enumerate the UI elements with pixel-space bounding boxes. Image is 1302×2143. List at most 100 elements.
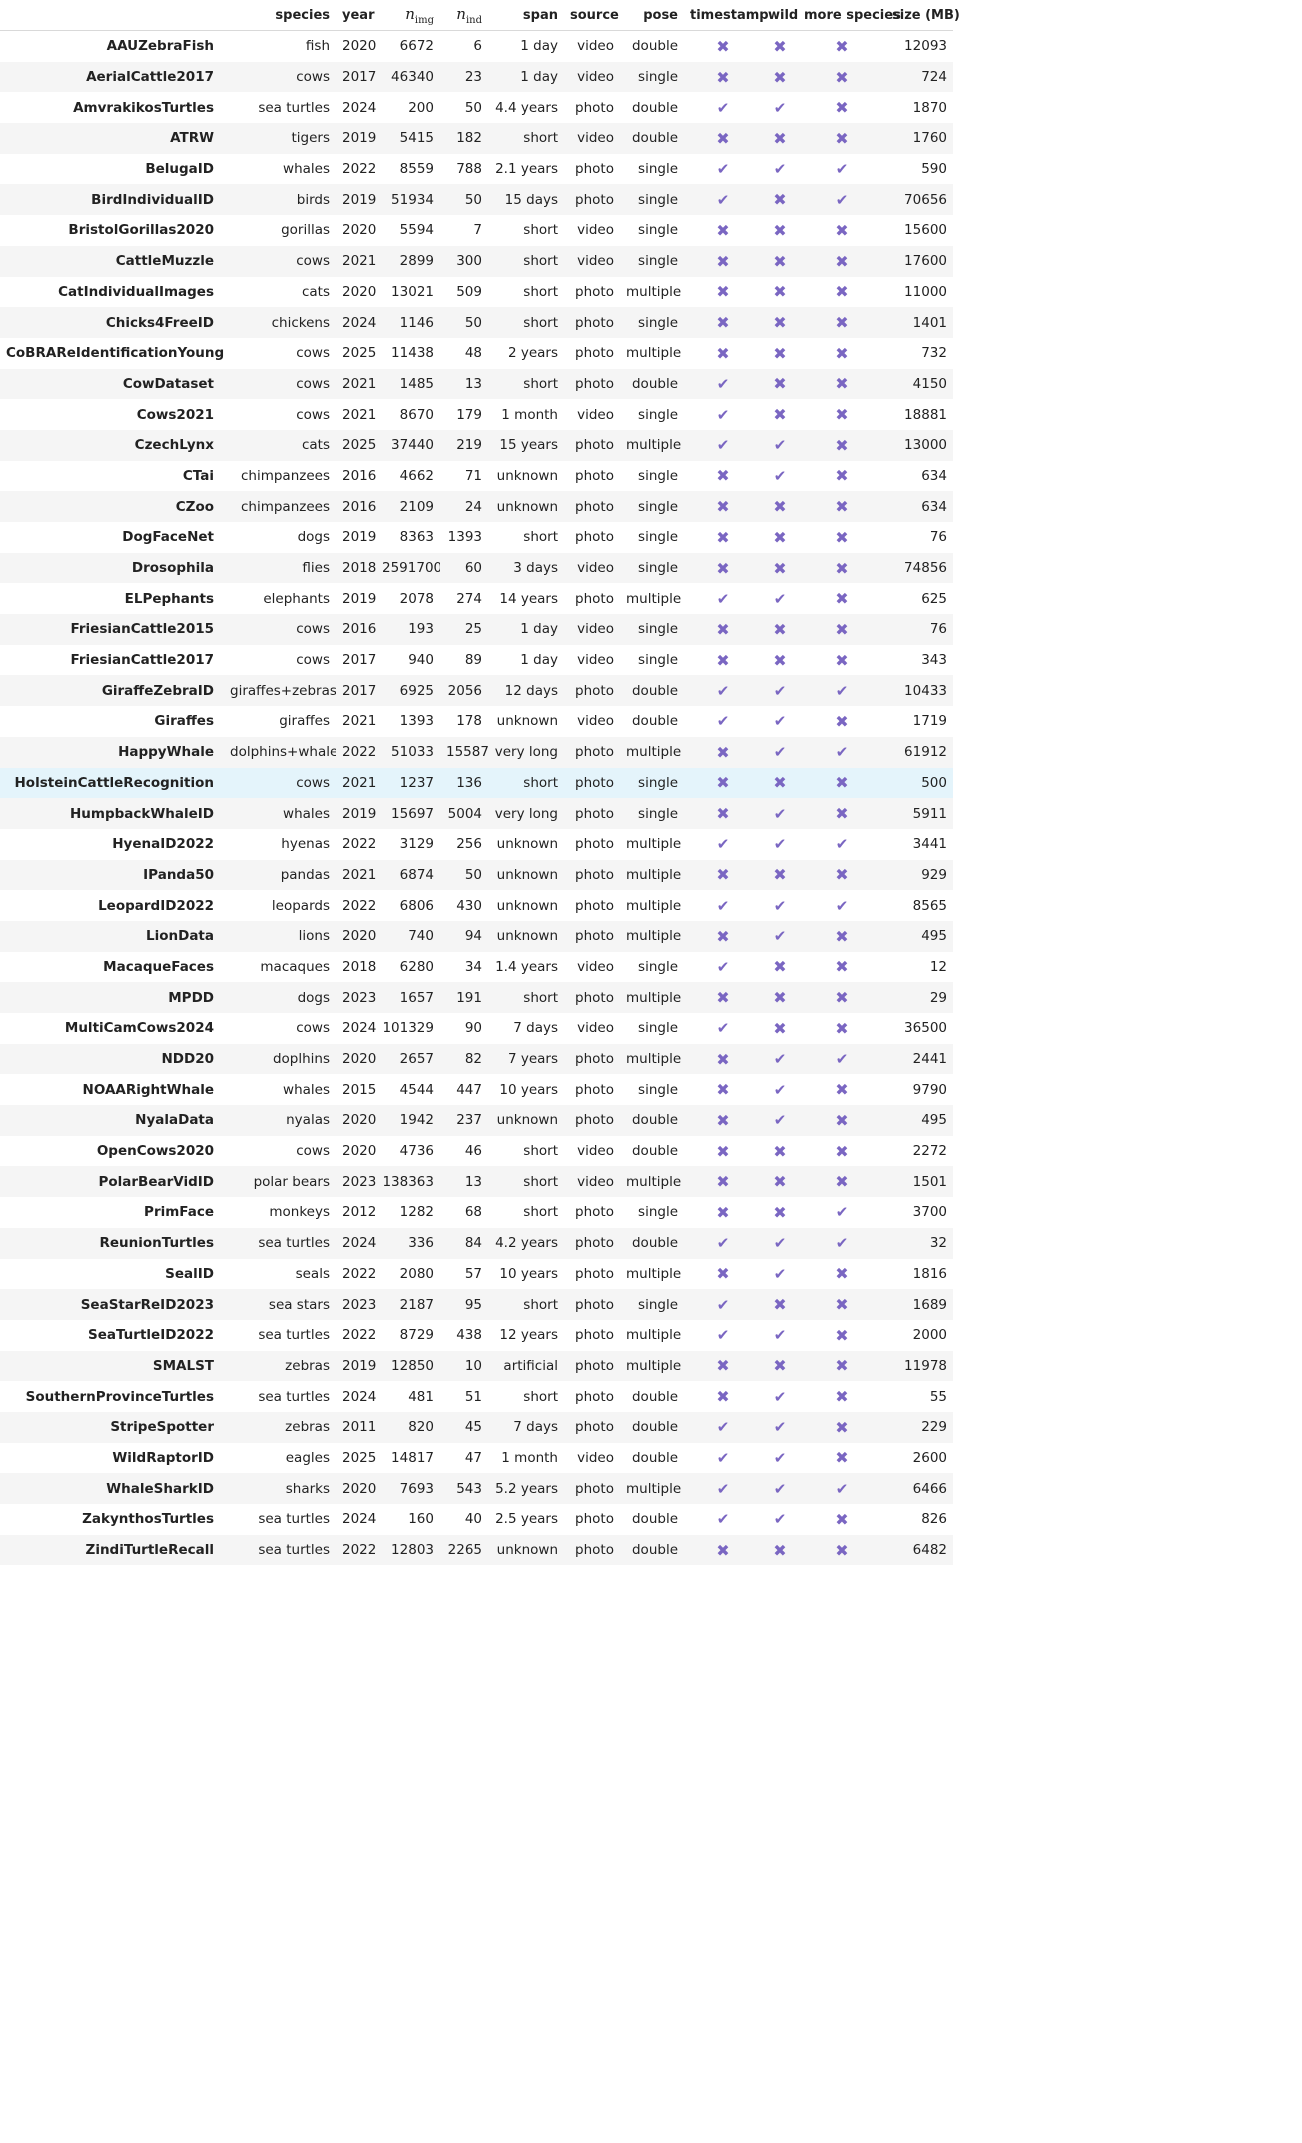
cross-icon: ✖ [835,988,849,1008]
table-row[interactable]: WildRaptorID eagles 2025 14817 47 1 month vide… [0,1443,953,1474]
table-row[interactable]: AmvrakikosTurtles sea turtles 2024 200 50 4.4… [0,92,953,123]
cell-size-mb: 495 [921,928,947,945]
table-row[interactable]: IPanda50 pandas 2021 6874 50 unknown photo mult… [0,859,953,891]
table-row[interactable]: Cows2021 cows 2021 8670 179 1 month video singl… [0,399,953,430]
table-row[interactable]: ZakynthosTurtles sea turtles 2024 160 40 2.5 … [0,1504,953,1535]
cell-wild: ✖ [762,553,798,584]
cell-more-species: ✖ [798,1136,886,1167]
table-row[interactable]: NOAARightWhale whales 2015 4544 447 10 years p… [0,1074,953,1105]
table-row[interactable]: HappyWhale dolphins+whales 2022 51033 15587 v… [0,736,953,768]
table-row[interactable]: CoBRAReIdentificationYoungstock cows 2025 1… [0,338,953,369]
table-row[interactable]: FriesianCattle2015 cows 2016 193 25 1 day vide… [0,614,953,645]
table-row[interactable]: PolarBearVidID polar bears 2023 138363 13 sho… [0,1166,953,1198]
table-row[interactable]: Chicks4FreeID chickens 2024 1146 50 short phot… [0,307,953,338]
table-row[interactable]: HyenaID2022 hyenas 2022 3129 256 unknown photo… [0,829,953,860]
table-row[interactable]: HumpbackWhaleID whales 2019 15697 5004 very l… [0,798,953,829]
cross-icon: ✖ [716,282,730,302]
table-row[interactable]: SeaTurtleID2022 sea turtles 2022 8729 438 12 … [0,1320,953,1351]
table-row[interactable]: ELPephants elephants 2019 2078 274 14 years ph… [0,583,953,614]
cell-more-species: ✖ [798,1381,886,1412]
table-row[interactable]: HolsteinCattleRecognition cows 2021 1237 136… [0,767,953,799]
cell-n-img: 3129 [399,836,434,853]
header-n-ind[interactable]: nind [440,0,488,31]
cell-more-species: ✖ [798,369,886,400]
header-name[interactable] [0,0,224,31]
header-species[interactable]: species [224,0,336,31]
table-row[interactable]: LeopardID2022 leopards 2022 6806 430 unknown p… [0,890,953,921]
header-size-mb[interactable]: size (MB) [886,0,960,31]
table-row[interactable]: AAUZebraFish fish 2020 6672 6 1 day video doubl… [0,31,953,62]
table-row[interactable]: CZoo chimpanzees 2016 2109 24 unknown photo sin… [0,491,953,522]
cell-span: short [523,314,558,331]
cross-icon: ✖ [716,220,730,240]
table-row[interactable]: CatIndividualImages cats 2020 13021 509 short… [0,277,953,308]
table-row[interactable]: BirdIndividualID birds 2019 51934 50 15 days p… [0,184,953,216]
table-row[interactable]: CzechLynx cats 2025 37440 219 15 years photo mu… [0,429,953,461]
cell-size-mb: 1760 [912,130,947,147]
header-source[interactable]: source [564,0,620,31]
table-row[interactable]: SouthernProvinceTurtles sea turtles 2024 48… [0,1381,953,1412]
cell-name: CoBRAReIdentificationYoungstock [6,345,224,362]
cell-n-img: 820 [408,1419,434,1436]
cell-source: video [577,69,614,86]
table-row[interactable]: LionData lions 2020 740 94 unknown photo multip… [0,920,953,952]
cross-icon: ✖ [716,1110,730,1130]
table-row[interactable]: SeaStarReID2023 sea stars 2023 2187 95 short p… [0,1289,953,1320]
cell-source: video [577,222,614,239]
header-n-img[interactable]: nimg [376,0,440,31]
cell-span: 1 month [501,1449,558,1466]
cell-n-img: 13021 [391,283,434,300]
header-year[interactable]: year [336,0,376,31]
cell-n-img: 193 [408,621,434,638]
header-wild[interactable]: wild [762,0,798,31]
cell-pose: double [631,1112,678,1129]
cell-name: WhaleSharkID [106,1480,214,1497]
cell-span: 12 days [504,682,558,699]
table-row[interactable]: DogFaceNet dogs 2019 8363 1393 short photo sing… [0,522,953,553]
cross-icon: ✖ [835,558,849,578]
table-row[interactable]: WhaleSharkID sharks 2020 7693 543 5.2 years ph… [0,1473,953,1504]
table-row[interactable]: MacaqueFaces macaques 2018 6280 34 1.4 years v… [0,952,953,983]
table-row[interactable]: SMALST zebras 2019 12850 10 artificial photo mu… [0,1350,953,1382]
table-row[interactable]: NDD20 doplhins 2020 2657 82 7 years photo multi… [0,1043,953,1075]
table-row[interactable]: SealID seals 2022 2080 57 10 years photo multip… [0,1259,953,1290]
table-row[interactable]: MultiCamCows2024 cows 2024 101329 90 7 days vi… [0,1013,953,1044]
table-row[interactable]: OpenCows2020 cows 2020 4736 46 short video doub… [0,1136,953,1167]
header-pose[interactable]: pose [620,0,684,31]
cell-timestamp: ✖ [684,338,762,369]
cell-size-mb: 36500 [904,1020,947,1037]
table-row[interactable]: CTai chimpanzees 2016 4662 71 unknown photo sin… [0,461,953,492]
table-row[interactable]: BelugaID whales 2022 8559 788 2.1 years photo s… [0,154,953,185]
header-more-species[interactable]: more species [798,0,901,31]
table-row[interactable]: PrimFace monkeys 2012 1282 68 short photo singl… [0,1197,953,1228]
cross-icon: ✖ [716,36,730,56]
table-row[interactable]: StripeSpotter zebras 2011 820 45 7 days photo d… [0,1411,953,1443]
cross-icon: ✖ [773,1018,787,1038]
table-row[interactable]: Giraffes giraffes 2021 1393 178 unknown video d… [0,706,953,737]
cell-source: photo [575,191,614,208]
table-row[interactable]: MPDD dogs 2023 1657 191 short photo multiple ✖ ✖ ✖… [0,982,953,1013]
table-row[interactable]: ATRW tigers 2019 5415 182 short video double ✖ ✖ ✖… [0,123,953,154]
check-icon: ✔ [835,160,849,179]
cell-timestamp: ✖ [684,1535,762,1566]
cell-pose: single [638,498,678,515]
cross-icon: ✖ [716,343,730,363]
header-span[interactable]: span [488,0,564,31]
cell-source: video [577,713,614,730]
table-row[interactable]: Drosophila flies 2018 2591700 60 3 days video s… [0,552,953,584]
table-row[interactable]: AerialCattle2017 cows 2017 46340 23 1 day vide… [0,61,953,93]
table-row[interactable]: NyalaData nyalas 2020 1942 237 unknown photo do… [0,1105,953,1136]
table-row[interactable]: CattleMuzzle cows 2021 2899 300 short video sin… [0,245,953,277]
table-row[interactable]: BristolGorillas2020 gorillas 2020 5594 7 shor… [0,215,953,246]
table-row[interactable]: FriesianCattle2017 cows 2017 940 89 1 day vide… [0,645,953,676]
cell-n-ind: 256 [456,836,482,853]
cell-timestamp: ✔ [684,583,762,614]
cell-n-ind: 60 [464,560,482,577]
header-timestamp[interactable]: timestamp [684,0,769,31]
cross-icon: ✖ [835,1172,849,1192]
table-row[interactable]: CowDataset cows 2021 1485 13 short photo double… [0,368,953,400]
table-row[interactable]: GiraffeZebraID giraffes+zebras 2017 6925 205… [0,675,953,707]
table-row[interactable]: ZindiTurtleRecall sea turtles 2022 12803 226… [0,1534,953,1566]
table-row[interactable]: ReunionTurtles sea turtles 2024 336 84 4.2 ye… [0,1227,953,1259]
cell-species: cows [296,69,330,86]
